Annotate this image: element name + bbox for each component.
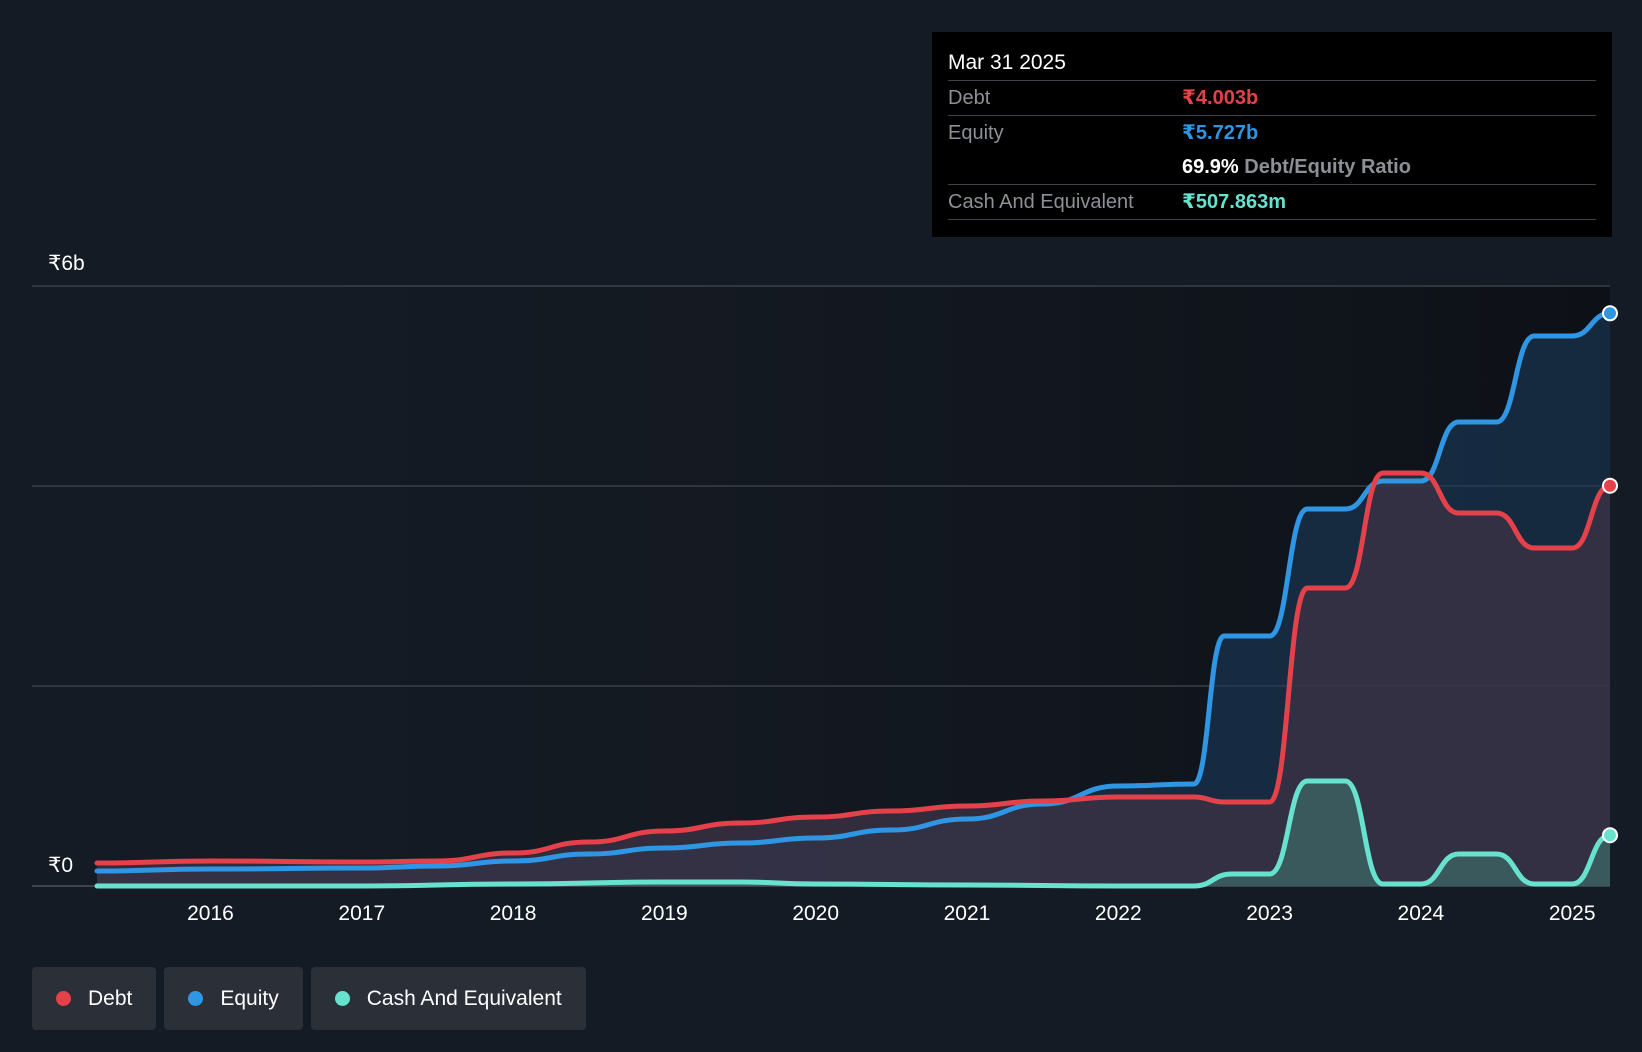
y-tick-label: ₹6b <box>48 252 85 275</box>
series-lines <box>94 310 1613 889</box>
x-axis-labels: 2016 2017 2018 2019 2020 2021 2022 2023 2024 2025 <box>187 902 1595 925</box>
x-tick-label: 2019 <box>641 902 688 925</box>
tooltip-cash-row: Cash And Equivalent ₹507.863m <box>948 185 1596 220</box>
x-tick-label: 2017 <box>338 902 385 925</box>
end-markers <box>1602 305 1618 844</box>
end-marker-cash-and-equivalent[interactable] <box>1602 827 1618 844</box>
legend-item-cash[interactable]: Cash And Equivalent <box>310 967 586 1030</box>
line-debt <box>94 470 1613 866</box>
tooltip-equity-row: Equity ₹5.727b <box>948 116 1596 150</box>
x-tick-label: 2022 <box>1095 902 1142 925</box>
legend-label-equity: Equity <box>220 986 279 1010</box>
y-axis-labels: ₹0 ₹6b <box>48 252 85 877</box>
legend-item-equity[interactable]: Equity <box>164 967 303 1030</box>
tooltip-cash-value: ₹507.863m <box>1182 191 1286 213</box>
tooltip-ratio-label: Debt/Equity Ratio <box>1244 156 1411 178</box>
tooltip-cash-label: Cash And Equivalent <box>948 191 1134 213</box>
legend-label-debt: Debt <box>88 986 133 1010</box>
tooltip-debt-row: Debt ₹4.003b <box>948 81 1596 116</box>
tooltip-debt-value: ₹4.003b <box>1182 87 1259 109</box>
x-tick-label: 2018 <box>490 902 537 925</box>
area-cash-and-equivalent <box>97 781 1610 886</box>
legend-item-debt[interactable]: Debt <box>32 967 157 1030</box>
tooltip-debt-label: Debt <box>948 87 991 109</box>
tooltip-ratio-value: 69.9% <box>1182 156 1239 178</box>
end-marker-equity[interactable] <box>1602 305 1618 322</box>
tooltip-date: Mar 31 2025 <box>948 46 1596 81</box>
x-tick-label: 2025 <box>1549 902 1596 925</box>
legend-dot-debt <box>56 991 71 1006</box>
line-cash-and-equivalent <box>94 778 1613 889</box>
end-marker-debt[interactable] <box>1602 477 1618 494</box>
tooltip-ratio-row: 69.9% Debt/Equity Ratio <box>948 150 1596 185</box>
tooltip-panel: Mar 31 2025 Debt ₹4.003b Equity ₹5.727b … <box>932 32 1612 237</box>
x-tick-label: 2016 <box>187 902 234 925</box>
tooltip-equity-label: Equity <box>948 122 1004 144</box>
chart-legend: Debt Equity Cash And Equivalent <box>32 967 586 1030</box>
line-equity <box>94 310 1613 874</box>
legend-label-cash: Cash And Equivalent <box>366 986 562 1010</box>
y-tick-label: ₹0 <box>48 854 73 877</box>
x-tick-label: 2024 <box>1398 902 1445 925</box>
tooltip-equity-value: ₹5.727b <box>1182 122 1259 144</box>
legend-dot-equity <box>188 991 204 1006</box>
x-tick-label: 2021 <box>944 902 991 925</box>
x-tick-label: 2020 <box>792 902 839 925</box>
x-tick-label: 2023 <box>1246 902 1293 925</box>
legend-dot-cash <box>334 991 350 1006</box>
area-equity <box>97 313 1610 886</box>
